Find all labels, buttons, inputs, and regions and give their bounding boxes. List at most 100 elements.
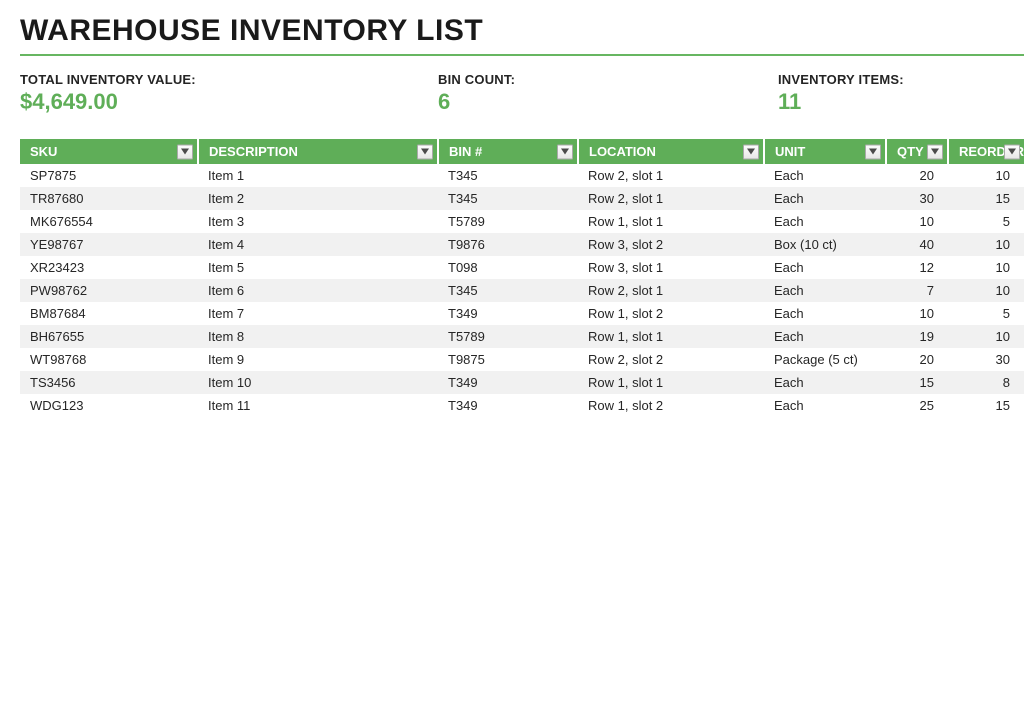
table-row[interactable]: TR87680Item 2T345Row 2, slot 1Each3015: [20, 187, 1024, 210]
cell-reorder[interactable]: 10: [948, 164, 1024, 187]
cell-location[interactable]: Row 2, slot 1: [578, 279, 764, 302]
cell-bin[interactable]: T9875: [438, 348, 578, 371]
cell-sku[interactable]: BM87684: [20, 302, 198, 325]
cell-qty[interactable]: 40: [886, 233, 948, 256]
cell-reorder[interactable]: 10: [948, 325, 1024, 348]
cell-bin[interactable]: T349: [438, 302, 578, 325]
column-header-reorder[interactable]: REORDER: [948, 139, 1024, 164]
cell-reorder[interactable]: 15: [948, 187, 1024, 210]
cell-unit[interactable]: Each: [764, 279, 886, 302]
table-row[interactable]: PW98762Item 6T345Row 2, slot 1Each710: [20, 279, 1024, 302]
cell-qty[interactable]: 12: [886, 256, 948, 279]
cell-unit[interactable]: Each: [764, 302, 886, 325]
cell-qty[interactable]: 19: [886, 325, 948, 348]
cell-location[interactable]: Row 1, slot 1: [578, 371, 764, 394]
cell-reorder[interactable]: 8: [948, 371, 1024, 394]
table-row[interactable]: YE98767Item 4T9876Row 3, slot 2Box (10 c…: [20, 233, 1024, 256]
cell-bin[interactable]: T9876: [438, 233, 578, 256]
filter-dropdown-icon[interactable]: [177, 144, 193, 159]
cell-reorder[interactable]: 5: [948, 302, 1024, 325]
cell-qty[interactable]: 20: [886, 348, 948, 371]
cell-location[interactable]: Row 3, slot 2: [578, 233, 764, 256]
table-row[interactable]: BM87684Item 7T349Row 1, slot 2Each105: [20, 302, 1024, 325]
cell-qty[interactable]: 10: [886, 210, 948, 233]
cell-location[interactable]: Row 3, slot 1: [578, 256, 764, 279]
cell-sku[interactable]: WDG123: [20, 394, 198, 417]
table-row[interactable]: WDG123Item 11T349Row 1, slot 2Each2515: [20, 394, 1024, 417]
cell-desc[interactable]: Item 3: [198, 210, 438, 233]
cell-desc[interactable]: Item 10: [198, 371, 438, 394]
cell-unit[interactable]: Each: [764, 371, 886, 394]
cell-qty[interactable]: 25: [886, 394, 948, 417]
cell-location[interactable]: Row 1, slot 1: [578, 325, 764, 348]
cell-location[interactable]: Row 2, slot 1: [578, 164, 764, 187]
cell-desc[interactable]: Item 11: [198, 394, 438, 417]
cell-desc[interactable]: Item 4: [198, 233, 438, 256]
cell-bin[interactable]: T345: [438, 279, 578, 302]
filter-dropdown-icon[interactable]: [743, 144, 759, 159]
cell-sku[interactable]: MK676554: [20, 210, 198, 233]
column-header-desc[interactable]: DESCRIPTION: [198, 139, 438, 164]
column-header-location[interactable]: LOCATION: [578, 139, 764, 164]
column-header-qty[interactable]: QTY: [886, 139, 948, 164]
cell-reorder[interactable]: 15: [948, 394, 1024, 417]
cell-sku[interactable]: WT98768: [20, 348, 198, 371]
column-header-sku[interactable]: SKU: [20, 139, 198, 164]
column-header-bin[interactable]: BIN #: [438, 139, 578, 164]
cell-reorder[interactable]: 10: [948, 233, 1024, 256]
filter-dropdown-icon[interactable]: [557, 144, 573, 159]
table-row[interactable]: BH67655Item 8T5789Row 1, slot 1Each1910: [20, 325, 1024, 348]
cell-location[interactable]: Row 2, slot 1: [578, 187, 764, 210]
cell-bin[interactable]: T349: [438, 371, 578, 394]
cell-sku[interactable]: SP7875: [20, 164, 198, 187]
cell-qty[interactable]: 10: [886, 302, 948, 325]
cell-qty[interactable]: 30: [886, 187, 948, 210]
filter-dropdown-icon[interactable]: [927, 144, 943, 159]
cell-unit[interactable]: Each: [764, 187, 886, 210]
cell-desc[interactable]: Item 6: [198, 279, 438, 302]
cell-sku[interactable]: PW98762: [20, 279, 198, 302]
cell-sku[interactable]: TS3456: [20, 371, 198, 394]
cell-bin[interactable]: T098: [438, 256, 578, 279]
cell-reorder[interactable]: 10: [948, 256, 1024, 279]
table-row[interactable]: MK676554Item 3T5789Row 1, slot 1Each105: [20, 210, 1024, 233]
cell-unit[interactable]: Each: [764, 325, 886, 348]
cell-unit[interactable]: Each: [764, 164, 886, 187]
cell-sku[interactable]: BH67655: [20, 325, 198, 348]
column-header-unit[interactable]: UNIT: [764, 139, 886, 164]
cell-location[interactable]: Row 1, slot 2: [578, 394, 764, 417]
cell-qty[interactable]: 20: [886, 164, 948, 187]
cell-desc[interactable]: Item 2: [198, 187, 438, 210]
filter-dropdown-icon[interactable]: [417, 144, 433, 159]
table-row[interactable]: TS3456Item 10T349Row 1, slot 1Each158: [20, 371, 1024, 394]
cell-unit[interactable]: Each: [764, 256, 886, 279]
cell-location[interactable]: Row 1, slot 2: [578, 302, 764, 325]
cell-unit[interactable]: Box (10 ct): [764, 233, 886, 256]
cell-bin[interactable]: T345: [438, 164, 578, 187]
table-row[interactable]: SP7875Item 1T345Row 2, slot 1Each2010: [20, 164, 1024, 187]
cell-desc[interactable]: Item 7: [198, 302, 438, 325]
filter-dropdown-icon[interactable]: [865, 144, 881, 159]
table-row[interactable]: XR23423Item 5T098Row 3, slot 1Each1210: [20, 256, 1024, 279]
cell-unit[interactable]: Each: [764, 210, 886, 233]
cell-bin[interactable]: T345: [438, 187, 578, 210]
cell-bin[interactable]: T349: [438, 394, 578, 417]
cell-desc[interactable]: Item 9: [198, 348, 438, 371]
table-row[interactable]: WT98768Item 9T9875Row 2, slot 2Package (…: [20, 348, 1024, 371]
filter-dropdown-icon[interactable]: [1004, 144, 1020, 159]
cell-reorder[interactable]: 10: [948, 279, 1024, 302]
cell-location[interactable]: Row 2, slot 2: [578, 348, 764, 371]
cell-desc[interactable]: Item 5: [198, 256, 438, 279]
cell-desc[interactable]: Item 1: [198, 164, 438, 187]
cell-desc[interactable]: Item 8: [198, 325, 438, 348]
cell-qty[interactable]: 7: [886, 279, 948, 302]
cell-reorder[interactable]: 5: [948, 210, 1024, 233]
cell-qty[interactable]: 15: [886, 371, 948, 394]
cell-unit[interactable]: Package (5 ct): [764, 348, 886, 371]
cell-sku[interactable]: XR23423: [20, 256, 198, 279]
cell-bin[interactable]: T5789: [438, 210, 578, 233]
cell-location[interactable]: Row 1, slot 1: [578, 210, 764, 233]
cell-reorder[interactable]: 30: [948, 348, 1024, 371]
cell-sku[interactable]: YE98767: [20, 233, 198, 256]
cell-unit[interactable]: Each: [764, 394, 886, 417]
